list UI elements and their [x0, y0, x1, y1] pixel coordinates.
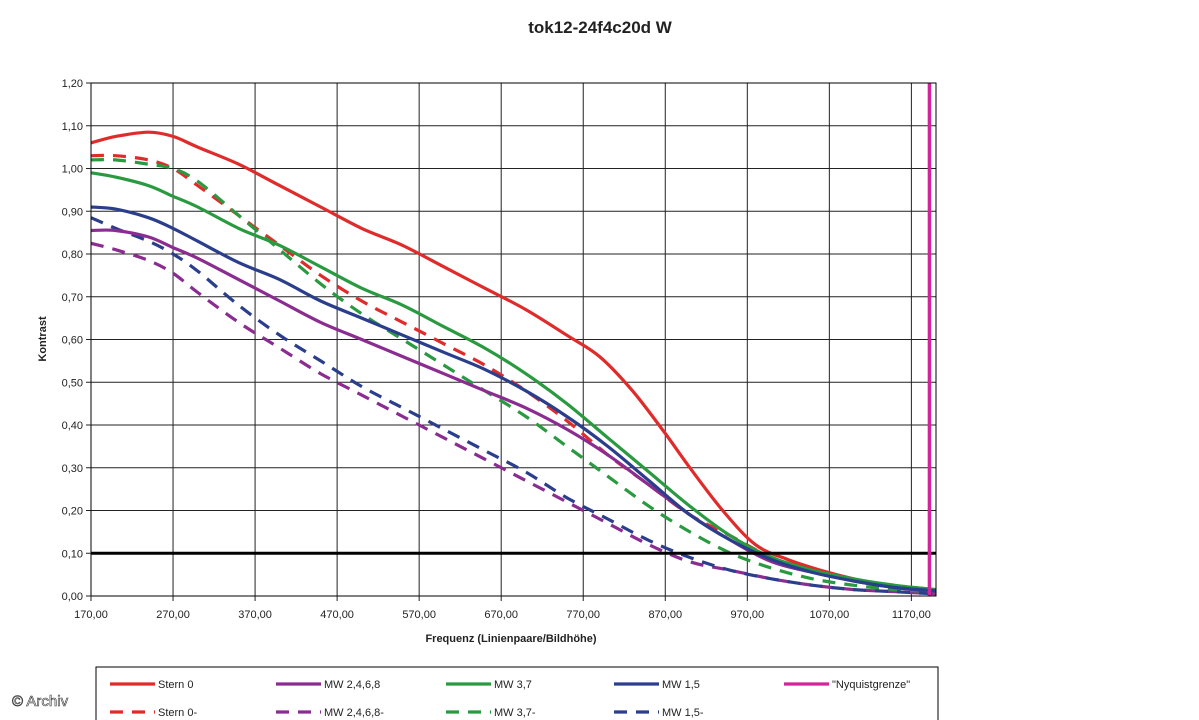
- series-line-mw-2-4-6-8: [91, 228, 936, 594]
- y-tick-label: 1,10: [62, 121, 83, 133]
- series-line-mw-3-7: [91, 157, 936, 594]
- y-tick-label: 0,10: [62, 548, 83, 560]
- x-tick-label: 970,00: [730, 609, 764, 621]
- y-axis-label: Kontrast: [37, 316, 49, 362]
- x-tick-label: 870,00: [648, 609, 682, 621]
- y-tick-label: 1,00: [62, 164, 83, 176]
- legend-label: MW 3,7-: [494, 707, 536, 719]
- x-axis-ticks: 170,00 270,00 370,00 470,00 570,00 670,00 770,…: [74, 596, 931, 621]
- series-line-mw-2-4-6-8: [91, 241, 936, 596]
- chart-title: tok12-24f4c20d W: [528, 18, 673, 37]
- legend: Stern 0 MW 2,4,6,8 MW 3,7 MW 1,5 "Nyquistgre…: [95, 666, 939, 720]
- series-line-mw-1-5: [91, 216, 936, 596]
- watermark: © Archiv: [12, 693, 69, 710]
- x-tick-label: 370,00: [238, 609, 272, 621]
- y-tick-label: 0,00: [62, 591, 83, 603]
- legend-label: MW 2,4,6,8-: [324, 707, 384, 719]
- legend-label: MW 3,7: [494, 679, 532, 691]
- x-tick-label: 770,00: [566, 609, 600, 621]
- plot-lines: [91, 130, 936, 596]
- series-line-mw-3-7: [91, 171, 936, 592]
- legend-box: [95, 666, 939, 720]
- legend-label: MW 1,5-: [662, 707, 704, 719]
- y-tick-label: 0,30: [62, 463, 83, 475]
- y-tick-label: 0,50: [62, 377, 83, 389]
- y-tick-label: 0,90: [62, 206, 83, 218]
- y-tick-label: 0,70: [62, 292, 83, 304]
- y-tick-label: 0,20: [62, 506, 83, 518]
- legend-label: Stern 0: [158, 679, 193, 691]
- legend-label: Stern 0-: [158, 707, 197, 719]
- x-tick-label: 670,00: [484, 609, 518, 621]
- series-line-mw-1-5: [91, 205, 936, 593]
- y-tick-label: 0,40: [62, 420, 83, 432]
- y-tick-label: 0,60: [62, 335, 83, 347]
- x-tick-label: 570,00: [402, 609, 436, 621]
- y-tick-label: 0,80: [62, 249, 83, 261]
- reference-lines: [91, 83, 936, 596]
- x-tick-label: 470,00: [320, 609, 354, 621]
- x-tick-label: 1070,00: [809, 609, 849, 621]
- grid: [90, 82, 936, 597]
- legend-label: "Nyquistgrenze": [832, 679, 910, 691]
- x-tick-label: 170,00: [74, 609, 108, 621]
- y-tick-label: 1,20: [62, 78, 83, 90]
- series-line-stern-0: [91, 153, 936, 593]
- x-axis-label: Frequenz (Linienpaare/Bildhöhe): [425, 633, 596, 645]
- legend-label: MW 2,4,6,8: [324, 679, 380, 691]
- series-line-stern-0: [91, 130, 936, 592]
- y-axis-ticks: 0,00 0,10 0,20 0,30 0,40 0,50 0,60 0,70 0,80 0,90…: [62, 78, 91, 603]
- legend-label: MW 1,5: [662, 679, 700, 691]
- x-tick-label: 1170,00: [892, 609, 931, 621]
- x-tick-label: 270,00: [156, 609, 190, 621]
